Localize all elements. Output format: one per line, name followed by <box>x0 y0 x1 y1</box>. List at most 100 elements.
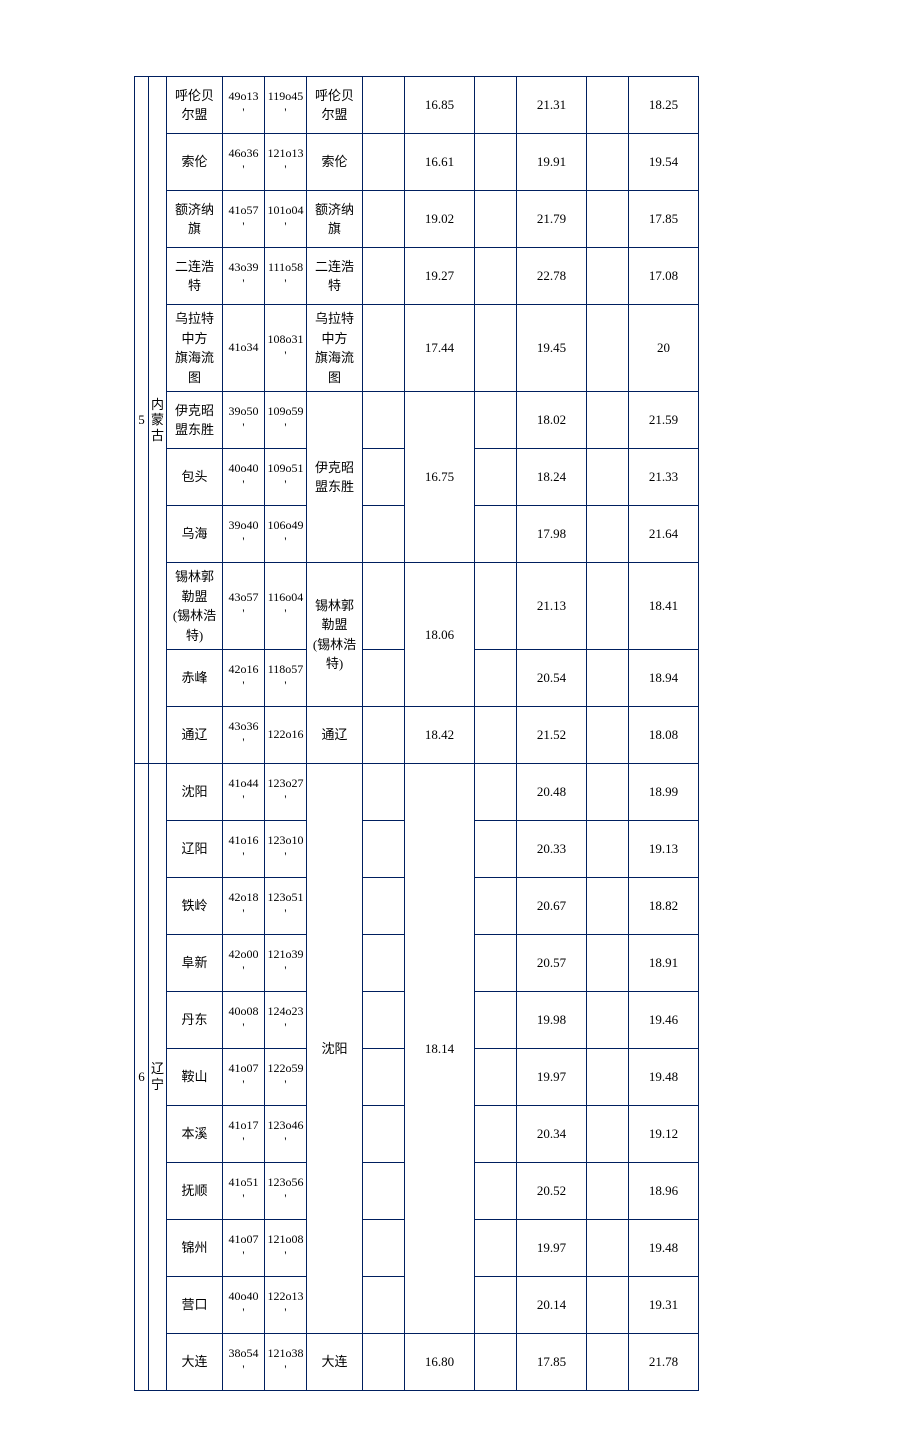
col12: 18.94 <box>629 650 699 707</box>
coord-cell: 41o57' <box>223 191 265 248</box>
coord-cell: 42o18' <box>223 878 265 935</box>
col8: 16.75 <box>405 392 475 563</box>
coord-cell: 46o36' <box>223 134 265 191</box>
coord-cell: 123o51' <box>265 878 307 935</box>
coord-cell: 39o40' <box>223 506 265 563</box>
col7 <box>363 821 405 878</box>
ref-city: 伊克昭盟东胜 <box>307 392 363 563</box>
col12: 19.12 <box>629 1106 699 1163</box>
coord-cell: 43o39' <box>223 248 265 305</box>
coord-cell: 41o07' <box>223 1049 265 1106</box>
col10: 20.33 <box>517 821 587 878</box>
col10: 21.13 <box>517 563 587 650</box>
coord-cell: 122o13' <box>265 1277 307 1334</box>
col12: 19.54 <box>629 134 699 191</box>
col7 <box>363 134 405 191</box>
col10: 20.57 <box>517 935 587 992</box>
col9 <box>475 1163 517 1220</box>
coord-cell: 40o40' <box>223 1277 265 1334</box>
city-name: 铁岭 <box>167 878 223 935</box>
coord-cell: 108o31' <box>265 305 307 392</box>
city-name: 锡林郭勒盟(锡林浩特) <box>167 563 223 650</box>
col12: 19.13 <box>629 821 699 878</box>
coord-cell: 111o58' <box>265 248 307 305</box>
col11 <box>587 449 629 506</box>
col8: 17.44 <box>405 305 475 392</box>
col12: 19.31 <box>629 1277 699 1334</box>
ref-city: 呼伦贝尔盟 <box>307 77 363 134</box>
col9 <box>475 878 517 935</box>
coord-cell: 124o23' <box>265 992 307 1049</box>
coord-cell: 121o39' <box>265 935 307 992</box>
col11 <box>587 1049 629 1106</box>
city-name: 乌拉特中方旗海流图 <box>167 305 223 392</box>
col12: 18.08 <box>629 707 699 764</box>
coord-cell: 41o34 <box>223 305 265 392</box>
col7 <box>363 506 405 563</box>
coord-cell: 123o27' <box>265 764 307 821</box>
coord-cell: 122o16 <box>265 707 307 764</box>
table-row: 6辽宁沈阳41o44'123o27'沈阳18.1420.4818.99 <box>135 764 699 821</box>
ref-city: 沈阳 <box>307 764 363 1334</box>
city-name: 大连 <box>167 1334 223 1391</box>
col9 <box>475 1220 517 1277</box>
city-name: 鞍山 <box>167 1049 223 1106</box>
col7 <box>363 563 405 650</box>
col9 <box>475 248 517 305</box>
col7 <box>363 1334 405 1391</box>
col8: 16.85 <box>405 77 475 134</box>
col7 <box>363 191 405 248</box>
col8: 18.14 <box>405 764 475 1334</box>
ref-city: 通辽 <box>307 707 363 764</box>
col11 <box>587 1106 629 1163</box>
col10: 22.78 <box>517 248 587 305</box>
col12: 18.96 <box>629 1163 699 1220</box>
coord-cell: 123o10' <box>265 821 307 878</box>
col9 <box>475 305 517 392</box>
col9 <box>475 764 517 821</box>
col10: 20.34 <box>517 1106 587 1163</box>
ref-city: 额济纳旗 <box>307 191 363 248</box>
city-name: 索伦 <box>167 134 223 191</box>
col11 <box>587 77 629 134</box>
coord-cell: 101o04' <box>265 191 307 248</box>
section-index: 5 <box>135 77 149 764</box>
col9 <box>475 449 517 506</box>
col10: 21.79 <box>517 191 587 248</box>
col10: 18.02 <box>517 392 587 449</box>
col11 <box>587 821 629 878</box>
coord-cell: 42o00' <box>223 935 265 992</box>
province-name: 内蒙古 <box>149 77 167 764</box>
coord-cell: 40o40' <box>223 449 265 506</box>
ref-city: 锡林郭勒盟(锡林浩特) <box>307 563 363 707</box>
data-table: 5内蒙古呼伦贝尔盟49o13'119o45'呼伦贝尔盟16.8521.3118.… <box>134 76 699 1391</box>
col7 <box>363 707 405 764</box>
col8: 18.06 <box>405 563 475 707</box>
city-name: 二连浩特 <box>167 248 223 305</box>
col10: 20.67 <box>517 878 587 935</box>
coord-cell: 41o17' <box>223 1106 265 1163</box>
col11 <box>587 134 629 191</box>
col10: 18.24 <box>517 449 587 506</box>
col10: 17.98 <box>517 506 587 563</box>
coord-cell: 38o54' <box>223 1334 265 1391</box>
col7 <box>363 935 405 992</box>
city-name: 阜新 <box>167 935 223 992</box>
table-row: 乌拉特中方旗海流图41o34108o31'乌拉特中方旗海流图17.4419.45… <box>135 305 699 392</box>
col10: 19.97 <box>517 1049 587 1106</box>
col7 <box>363 305 405 392</box>
col9 <box>475 821 517 878</box>
coord-cell: 109o51' <box>265 449 307 506</box>
col10: 21.52 <box>517 707 587 764</box>
ref-city: 二连浩特 <box>307 248 363 305</box>
col9 <box>475 77 517 134</box>
col12: 18.25 <box>629 77 699 134</box>
city-name: 额济纳旗 <box>167 191 223 248</box>
col9 <box>475 1334 517 1391</box>
coord-cell: 41o07' <box>223 1220 265 1277</box>
city-name: 营口 <box>167 1277 223 1334</box>
coord-cell: 123o46' <box>265 1106 307 1163</box>
table-row: 索伦46o36'121o13'索伦16.6119.9119.54 <box>135 134 699 191</box>
table-row: 二连浩特43o39'111o58'二连浩特19.2722.7817.08 <box>135 248 699 305</box>
col11 <box>587 1334 629 1391</box>
